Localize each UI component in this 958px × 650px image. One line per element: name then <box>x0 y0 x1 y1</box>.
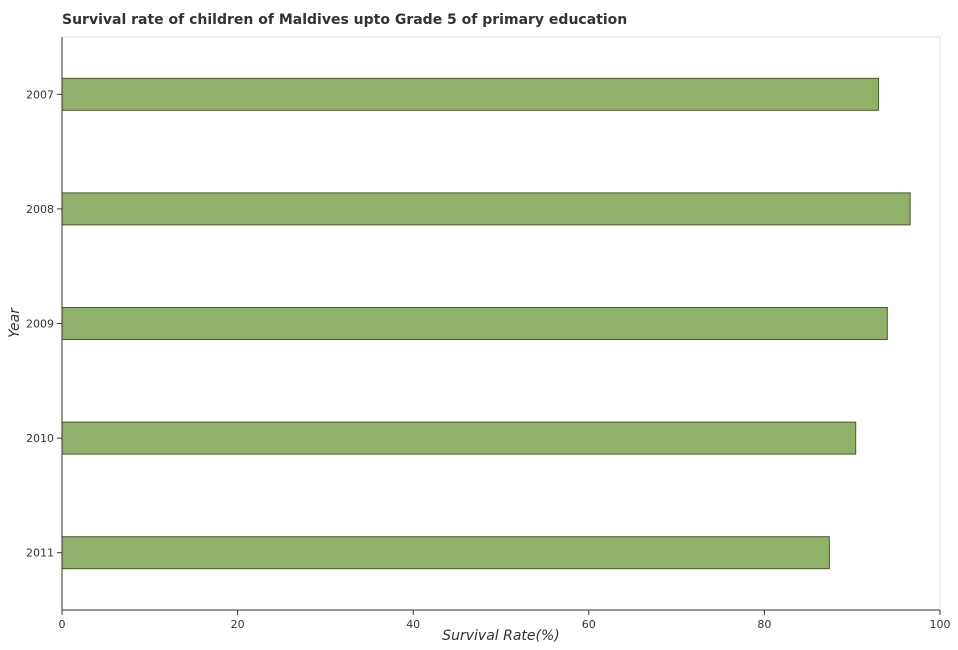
x-tick-label: 60 <box>582 618 596 631</box>
bar-2007 <box>61 77 880 111</box>
x-axis-label: Survival Rate(%) <box>442 628 560 644</box>
y-tick-label: 2008 <box>26 203 54 216</box>
x-tick-label: 80 <box>757 618 771 631</box>
bar-2009 <box>61 307 888 340</box>
y-tick-label: 2009 <box>26 318 54 331</box>
x-tick-label: 100 <box>930 618 951 631</box>
x-tick-label: 0 <box>59 618 66 631</box>
x-tick-labels: 0 20 40 60 80 100 <box>59 610 951 631</box>
bar-2011 <box>61 536 830 570</box>
y-tick-label: 2011 <box>26 547 54 560</box>
x-tick-label: 40 <box>406 618 420 631</box>
y-tick-labels: 2007 2008 2009 2010 2011 <box>26 88 62 560</box>
bar-2010 <box>61 421 857 455</box>
y-tick-label: 2010 <box>26 432 54 445</box>
y-axis-label: Year <box>7 307 23 338</box>
y-tick-label: 2007 <box>26 88 54 101</box>
bars-group <box>61 77 911 570</box>
x-tick-label: 20 <box>231 618 245 631</box>
chart-title: Survival rate of children of Maldives up… <box>62 12 627 28</box>
bar-2008 <box>61 192 911 226</box>
